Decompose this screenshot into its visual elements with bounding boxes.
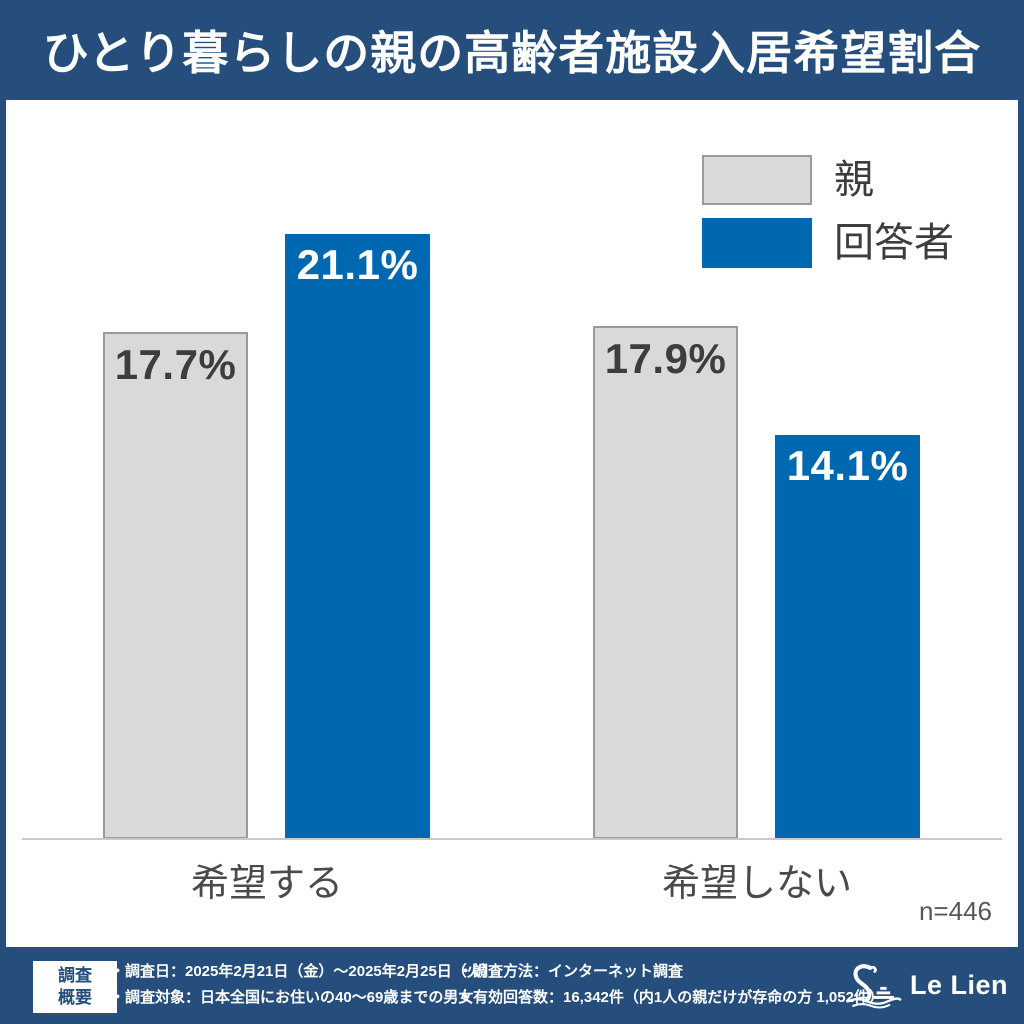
survey-box-line1: 調査 bbox=[58, 965, 92, 985]
survey-responses: ・有効回答数：16,342件（内1人の親だけが存命の方 1,052件） bbox=[458, 989, 884, 1007]
survey-method: ・調査方法：インターネット調査 bbox=[458, 963, 684, 980]
bar-parent-hope-yes: 17.7% bbox=[103, 332, 248, 839]
chart-area: 親 回答者 17.7% 21.1% 17.9% 14.1% 希望する 希望しない n=… bbox=[6, 100, 1018, 947]
survey-date: ・調査日：2025年2月21日（金）～2025年2月25日（火） bbox=[110, 963, 497, 980]
legend-swatch-parent bbox=[702, 155, 812, 205]
swan-icon bbox=[846, 963, 902, 1009]
category-label-hope-no: 希望しない bbox=[661, 863, 853, 905]
legend-label-respondent: 回答者 bbox=[834, 221, 954, 265]
survey-target: ・調査対象：日本全国にお住いの40～69歳までの男女 bbox=[110, 989, 474, 1007]
bar-value-label-respondent-hope-no: 14.1% bbox=[786, 442, 909, 489]
bar-respondent-hope-no: 14.1% bbox=[775, 435, 920, 839]
survey-overview-box: 調査 概要 bbox=[33, 961, 117, 1013]
survey-box-line2: 概要 bbox=[58, 988, 92, 1007]
legend-item-parent: 親 bbox=[702, 155, 954, 205]
logo-text: Le Lien bbox=[909, 970, 1008, 1000]
sample-size-note: n=446 bbox=[918, 896, 992, 926]
survey-details-column-1: ・調査日：2025年2月21日（金）～2025年2月25日（火） ・調査対象：日… bbox=[110, 959, 497, 1012]
bar-plot: 17.7% 21.1% 17.9% 14.1% bbox=[6, 100, 1018, 947]
bar-value-label-parent-hope-yes: 17.7% bbox=[114, 341, 237, 388]
x-axis-line bbox=[22, 838, 1002, 840]
bar-respondent-hope-yes: 21.1% bbox=[285, 234, 430, 839]
legend-swatch-respondent bbox=[702, 218, 812, 268]
bar-value-label-parent-hope-no: 17.9% bbox=[604, 335, 727, 382]
bar-parent-hope-no: 17.9% bbox=[593, 326, 738, 839]
title-bar: ひとり暮らしの親の高齢者施設入居希望割合 bbox=[0, 0, 1024, 100]
survey-details-column-2: ・調査方法：インターネット調査 ・有効回答数：16,342件（内1人の親だけが存… bbox=[458, 959, 884, 1012]
legend-item-respondent: 回答者 bbox=[702, 218, 954, 268]
legend: 親 回答者 bbox=[702, 155, 954, 281]
footer: 調査 概要 ・調査日：2025年2月21日（金）～2025年2月25日（火） ・… bbox=[0, 947, 1024, 1024]
category-label-hope-yes: 希望する bbox=[190, 863, 344, 905]
logo: Le Lien bbox=[844, 947, 1008, 1024]
legend-label-parent: 親 bbox=[834, 158, 874, 202]
page-title: ひとり暮らしの親の高齢者施設入居希望割合 bbox=[42, 27, 982, 79]
bar-value-label-respondent-hope-yes: 21.1% bbox=[296, 241, 419, 288]
